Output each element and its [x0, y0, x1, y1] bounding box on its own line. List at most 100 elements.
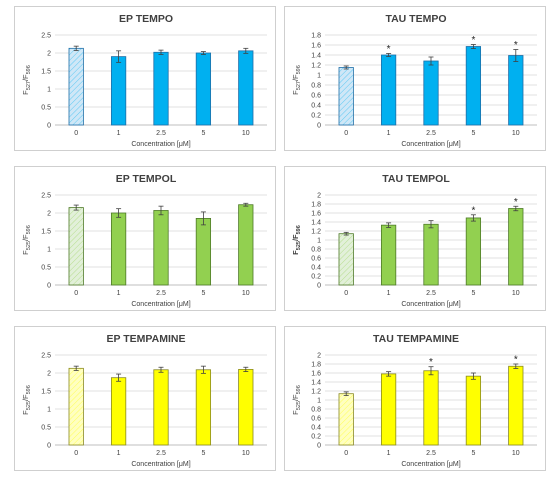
x-tick-label: 10: [242, 450, 250, 457]
bar: [380, 373, 397, 446]
y-tick-label: 1.6: [311, 371, 321, 378]
x-tick-label: 1: [117, 290, 121, 297]
chart-svg: EP TEMPOL 0 0.5 1 1.5 2 2.5 0 1 2.5 5 10 Concentrati…: [21, 173, 267, 308]
y-axis-label-part: F: [21, 250, 30, 255]
y-axis-label-part: 527: [26, 81, 32, 90]
y-axis-label-part: 596: [296, 225, 302, 234]
y-tick-label: 0: [317, 123, 321, 130]
chart-title: TAU TEMPOL: [382, 173, 450, 185]
bar: [508, 55, 524, 126]
chart-title: EP TEMPOL: [116, 173, 177, 185]
y-tick-label: 0: [47, 443, 51, 450]
x-tick-label: 2.5: [156, 290, 166, 297]
bar: [238, 369, 254, 446]
y-axis-label-part: F: [291, 90, 300, 95]
bar: [238, 50, 254, 126]
x-tick-label: 0: [74, 290, 78, 297]
x-tick-label: 0: [344, 290, 348, 297]
y-tick-label: 0.8: [311, 407, 321, 414]
y-tick-label: 1.4: [311, 380, 321, 387]
x-axis-label: Concentration [μM]: [401, 141, 460, 148]
y-tick-label: 2: [317, 353, 321, 360]
x-tick-label: 5: [471, 450, 475, 457]
bar: [465, 46, 482, 126]
x-tick-label: 5: [201, 130, 205, 137]
y-axis-label-part: /F: [291, 74, 300, 81]
bar: [195, 52, 212, 126]
chart-panel-ep-tempamine: EP TEMPAMINE 0 0.5 1 1.5 2 2.5 0 1 2.5 5 10 Concentr…: [14, 326, 276, 471]
bar: [195, 369, 212, 446]
y-tick-label: 1.2: [311, 229, 321, 236]
x-axis-label: Concentration [μM]: [401, 301, 460, 308]
y-tick-label: 1.8: [311, 362, 321, 369]
y-axis-label-part: 596: [26, 65, 32, 74]
y-tick-label: 0.6: [311, 416, 321, 423]
x-tick-label: 1: [387, 450, 391, 457]
x-tick-label: 2.5: [156, 130, 166, 137]
y-tick-label: 2: [47, 51, 51, 58]
y-tick-label: 0: [317, 283, 321, 290]
y-axis-label-part: 525: [296, 241, 302, 250]
y-tick-label: 1.5: [41, 69, 51, 76]
x-axis-label: Concentration [μM]: [401, 461, 460, 468]
chart-title: TAU TEMPO: [385, 13, 446, 25]
y-tick-label: 1: [317, 398, 321, 405]
control-bar: [338, 67, 354, 126]
significance-star: *: [471, 35, 475, 46]
x-tick-label: 1: [387, 130, 391, 137]
bar: [380, 54, 397, 126]
bar: [153, 51, 169, 126]
y-tick-label: 1.6: [311, 43, 321, 50]
y-axis-label-part: F: [21, 410, 30, 415]
x-tick-label: 0: [74, 130, 78, 137]
control-bar: [338, 233, 354, 286]
bar: [380, 224, 397, 286]
chart-panel-tau-tempamine: TAU TEMPAMINE 0 0.2 0.4 0.6 0.8 1 1.2 1.4 1.6 1.8 2…: [284, 326, 546, 471]
x-tick-label: 2.5: [426, 290, 436, 297]
x-tick-label: 1: [117, 130, 121, 137]
y-tick-label: 1: [317, 73, 321, 80]
y-tick-label: 2.5: [41, 353, 51, 360]
y-axis-label: F525/F596: [291, 385, 302, 415]
y-tick-label: 0.4: [311, 425, 321, 432]
x-tick-label: 0: [344, 450, 348, 457]
chart-panel-tau-tempo: TAU TEMPO 0 0.2 0.4 0.6 0.8 1 1.2 1.4 1.6 1.8 0 * 1 2.…: [284, 6, 546, 151]
x-tick-label: 5: [201, 450, 205, 457]
x-tick-label: 10: [512, 130, 520, 137]
x-tick-label: 10: [512, 290, 520, 297]
y-tick-label: 2: [47, 371, 51, 378]
y-tick-label: 0.5: [41, 265, 51, 272]
y-tick-label: 1.4: [311, 53, 321, 60]
x-axis-label: Concentration [μM]: [131, 141, 190, 148]
y-tick-label: 2.5: [41, 193, 51, 200]
y-tick-label: 0.6: [311, 93, 321, 100]
y-axis-label-part: /F: [291, 234, 300, 241]
y-tick-label: 0.4: [311, 265, 321, 272]
chart-svg: TAU TEMPO 0 0.2 0.4 0.6 0.8 1 1.2 1.4 1.6 1.8 0 * 1 2.…: [291, 13, 537, 148]
bar: [110, 56, 127, 126]
control-bar: [68, 367, 84, 446]
x-axis-label: Concentration [μM]: [131, 301, 190, 308]
control-bar: [338, 393, 354, 446]
significance-star: *: [471, 205, 475, 216]
x-tick-label: 10: [242, 130, 250, 137]
y-axis-label-part: 525: [296, 401, 302, 410]
chart-svg: EP TEMPO 0 0.5 1 1.5 2 2.5 0 1 2.5 5 10 Concentratio…: [21, 13, 267, 148]
significance-star: *: [514, 197, 518, 208]
bar: [508, 208, 524, 286]
y-tick-label: 0.8: [311, 247, 321, 254]
y-axis-label-part: /F: [21, 234, 30, 241]
y-tick-label: 0.5: [41, 105, 51, 112]
bar: [195, 218, 212, 286]
y-tick-label: 0.6: [311, 256, 321, 263]
chart-svg: TAU TEMPAMINE 0 0.2 0.4 0.6 0.8 1 1.2 1.4 1.6 1.8 2…: [291, 333, 537, 468]
x-tick-label: 10: [242, 290, 250, 297]
y-tick-label: 1.5: [41, 389, 51, 396]
bar: [465, 217, 482, 286]
significance-star: *: [514, 40, 518, 51]
y-axis-label-part: 527: [296, 81, 302, 90]
y-axis-label-part: F: [21, 90, 30, 95]
x-tick-label: 2.5: [426, 130, 436, 137]
y-tick-label: 0.5: [41, 425, 51, 432]
y-tick-label: 1.8: [311, 202, 321, 209]
